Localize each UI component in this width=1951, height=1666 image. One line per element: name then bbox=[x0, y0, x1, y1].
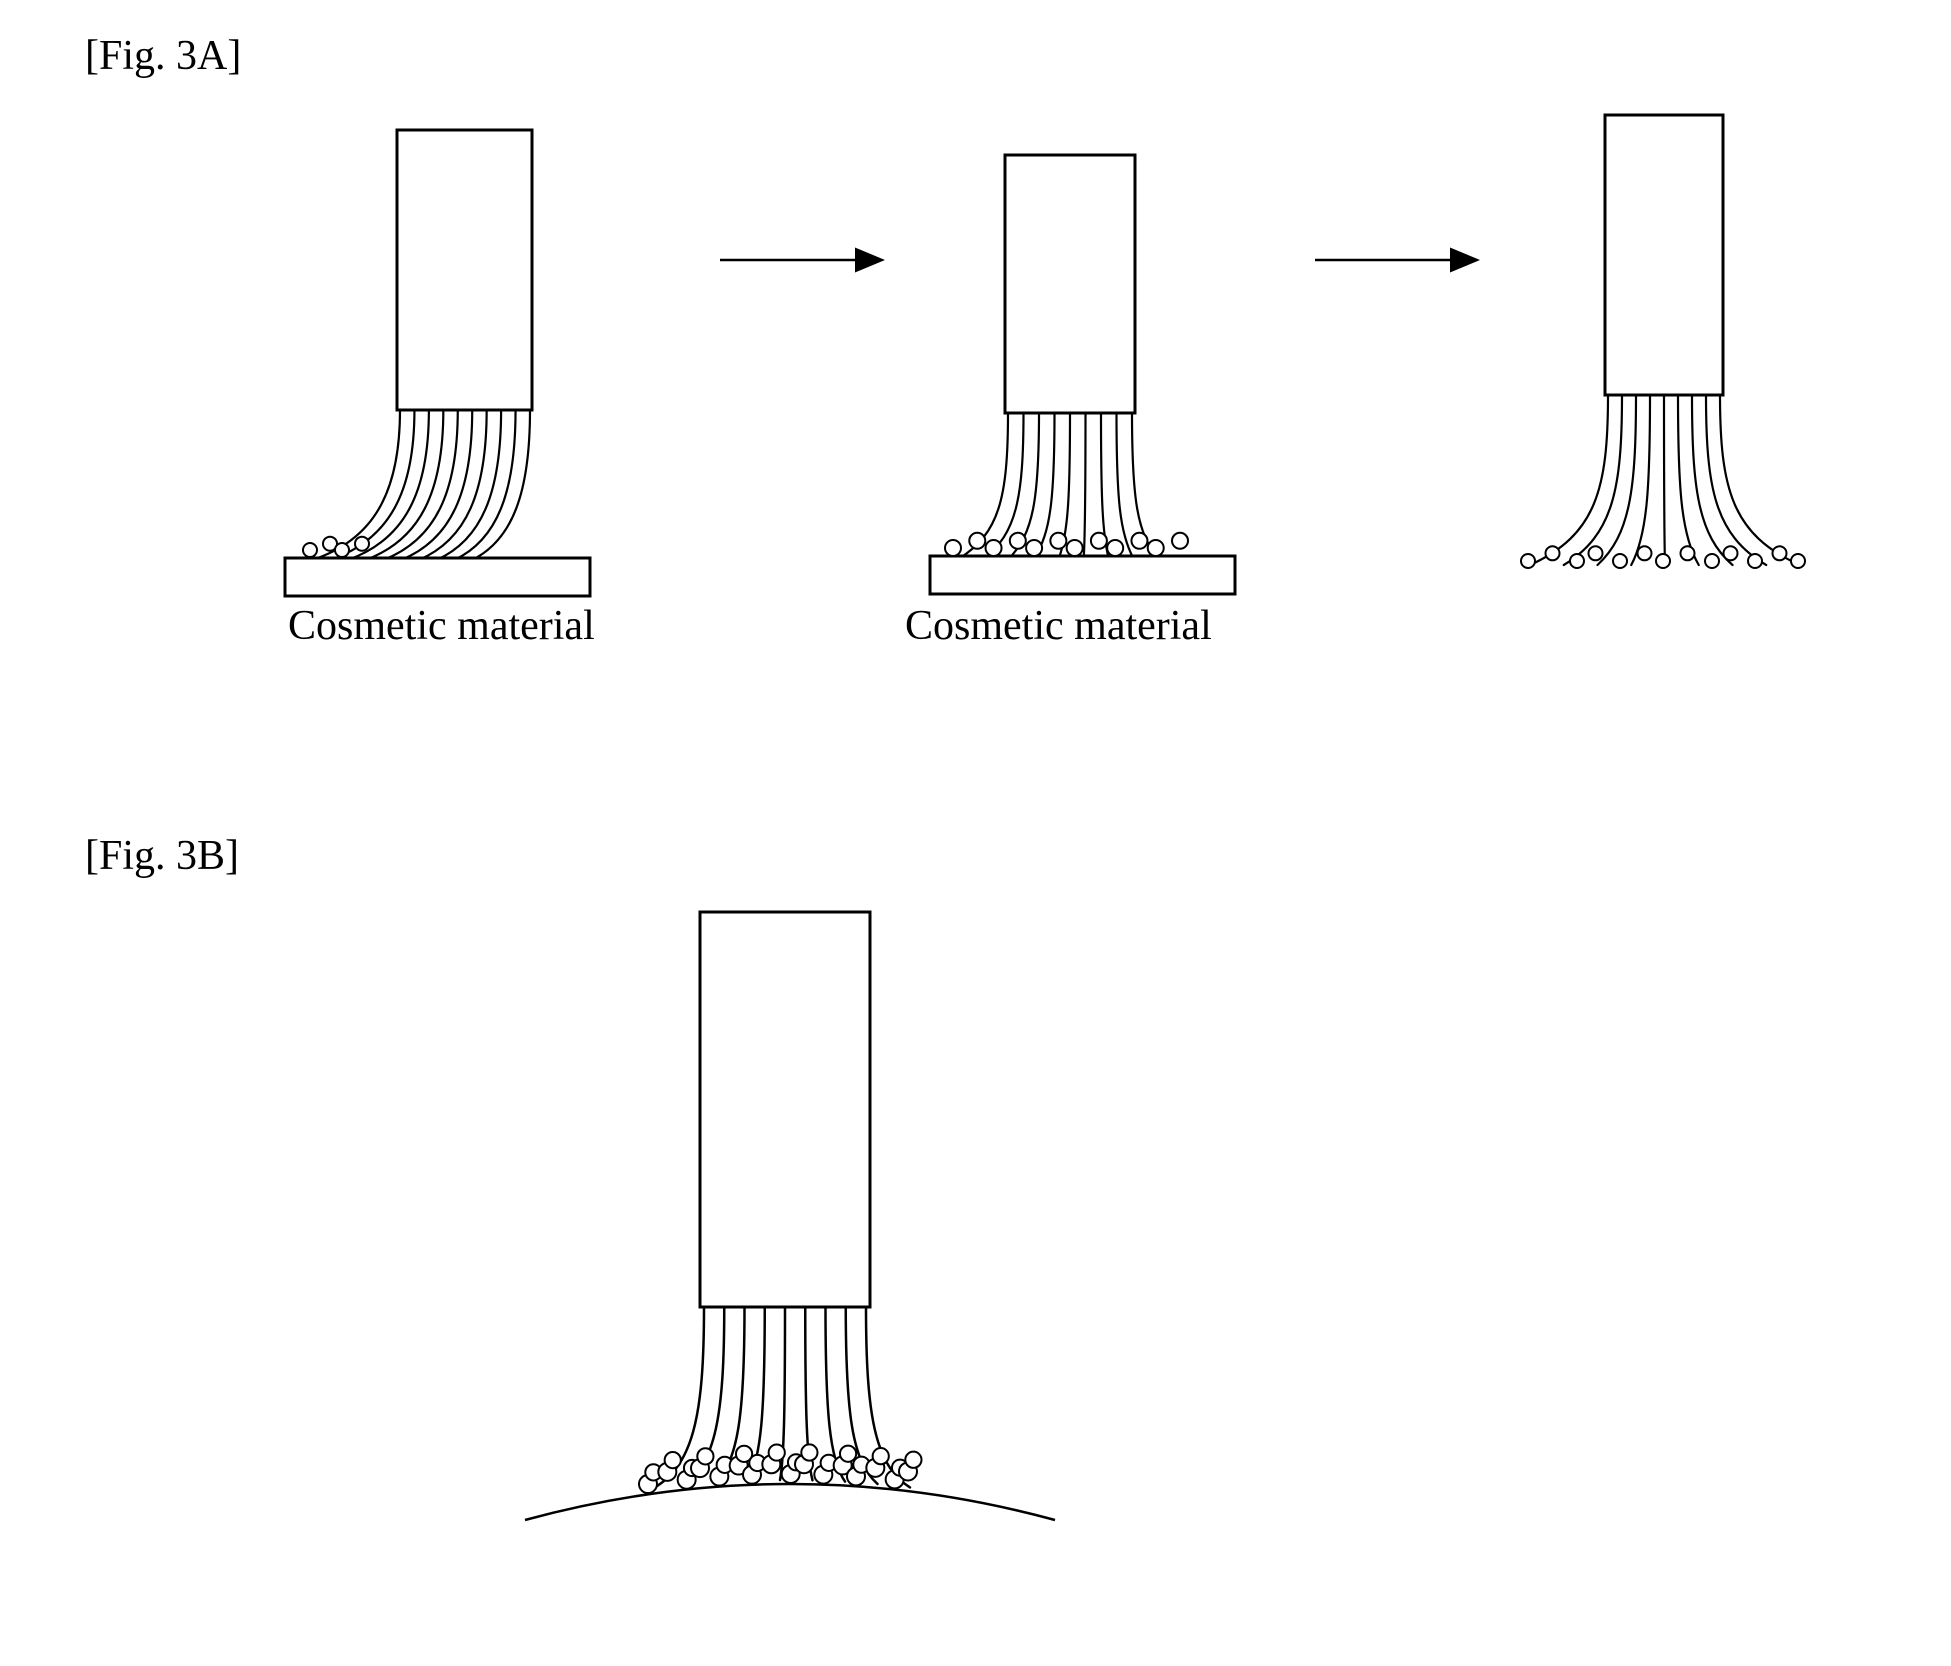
diagram-canvas bbox=[0, 0, 1951, 1666]
brush-b bbox=[525, 912, 1055, 1520]
brush-3 bbox=[1521, 115, 1805, 568]
brush-2 bbox=[930, 155, 1235, 594]
brush-1 bbox=[285, 130, 590, 596]
